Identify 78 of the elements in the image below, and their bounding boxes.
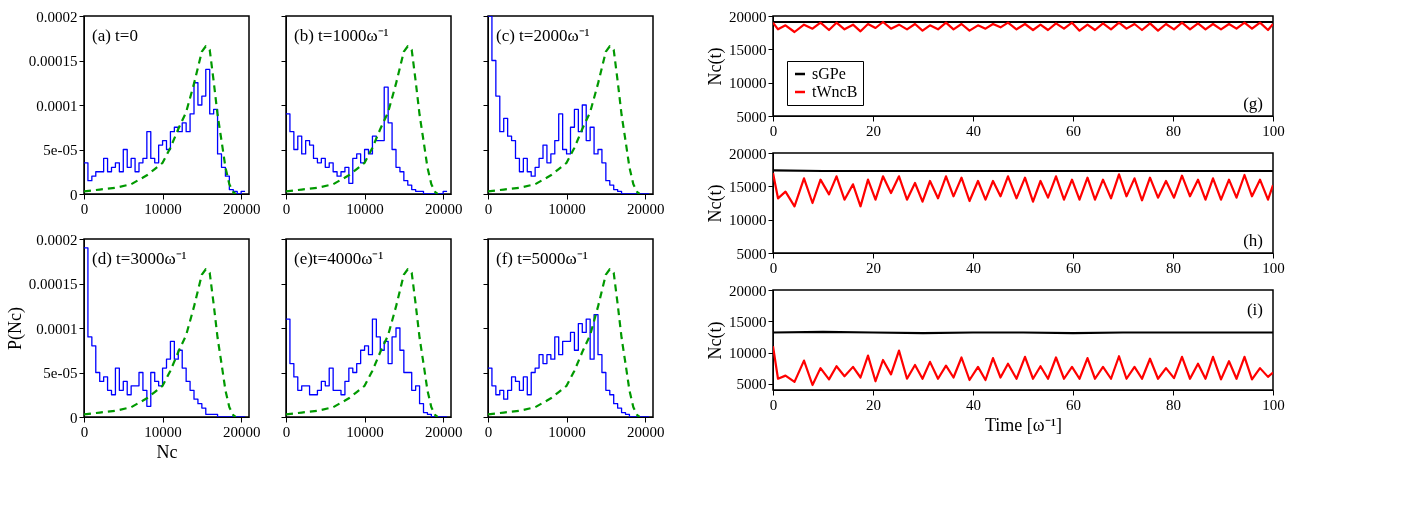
y-tick-label: 0 (70, 409, 78, 426)
line-series (773, 345, 1273, 387)
annotation: (h) (1243, 231, 1263, 250)
y-tick-label: 0.00015 (28, 53, 78, 69)
x-tick-label: 20 (866, 122, 881, 139)
x-tick-label: 10000 (548, 200, 586, 217)
x-tick-label: 100 (1262, 122, 1285, 139)
x-axis-title: Nc (156, 441, 178, 462)
y-axis-title: P(Nc) (4, 307, 26, 350)
annotation: (e)t=4000ω⁻¹ (294, 249, 384, 268)
annotation: (d) t=3000ω⁻¹ (92, 249, 187, 268)
x-tick-label: 60 (1066, 122, 1081, 139)
y-tick-label: 0.0002 (36, 8, 78, 25)
y-tick-label: 10000 (729, 212, 767, 229)
x-tick-label: 20000 (626, 200, 665, 217)
x-tick-label: 20 (866, 396, 881, 413)
x-tick-label: 0 (484, 200, 493, 217)
x-tick-label: 10000 (548, 423, 586, 440)
x-axis-title: Time [ω⁻¹] (984, 414, 1063, 435)
y-tick-label: 15000 (729, 178, 767, 195)
y-tick-label: 0.0001 (36, 320, 78, 337)
y-axis-title: Nc(t) (705, 47, 726, 86)
y-tick-label: 10000 (729, 75, 767, 92)
x-tick-label: 10000 (346, 423, 384, 440)
x-tick-label: 0 (484, 423, 493, 440)
y-tick-label: 10000 (729, 345, 767, 361)
x-tick-label: 0 (769, 122, 778, 139)
y-tick-label: 5e-05 (43, 142, 78, 158)
y-tick-label: 15000 (729, 41, 767, 58)
y-tick-label: 20000 (729, 282, 767, 299)
x-tick-label: 100 (1262, 396, 1285, 413)
y-tick-label: 20000 (729, 145, 767, 162)
annotation: (i) (1246, 300, 1263, 319)
x-tick-label: 0 (282, 200, 291, 217)
x-tick-label: 20000 (424, 423, 463, 440)
x-tick-label: 40 (966, 122, 981, 139)
y-tick-label: 5e-05 (43, 365, 78, 381)
line-series (84, 268, 237, 417)
y-tick-label: 0.0001 (36, 97, 78, 114)
legend-label: tWncB (812, 83, 858, 100)
y-tick-label: 5000 (736, 245, 767, 262)
y-tick-label: 15000 (729, 313, 767, 330)
y-tick-label: 5000 (736, 376, 767, 393)
line-series (84, 45, 237, 194)
annotation: (g) (1243, 94, 1263, 113)
y-tick-label: 0.0002 (36, 231, 78, 248)
x-tick-label: 40 (966, 259, 981, 276)
x-tick-label: 10000 (144, 200, 182, 217)
y-tick-label: 20000 (729, 8, 767, 25)
x-tick-label: 80 (1166, 122, 1181, 139)
x-tick-label: 10000 (346, 200, 384, 217)
annotation: (c) t=2000ω⁻¹ (496, 26, 590, 45)
annotation: (a) t=0 (92, 26, 138, 45)
y-tick-label: 5000 (736, 108, 767, 125)
x-tick-label: 60 (1066, 259, 1081, 276)
y-axis-title: Nc(t) (705, 184, 726, 223)
x-tick-label: 20000 (424, 200, 463, 217)
x-tick-label: 40 (966, 396, 981, 413)
x-tick-label: 20000 (222, 423, 261, 440)
x-tick-label: 100 (1262, 259, 1285, 276)
y-axis-title: Nc(t) (705, 321, 726, 360)
y-tick-label: 0 (70, 186, 78, 203)
x-tick-label: 20 (866, 259, 881, 276)
x-tick-label: 0 (282, 423, 291, 440)
line-series (773, 20, 1273, 34)
x-tick-label: 60 (1066, 396, 1081, 413)
x-tick-label: 10000 (144, 423, 182, 440)
x-tick-label: 20000 (222, 200, 261, 217)
x-tick-label: 20000 (626, 423, 665, 440)
annotation: (f) t=5000ω⁻¹ (496, 249, 588, 268)
x-tick-label: 0 (769, 259, 778, 276)
y-tick-label: 0.00015 (28, 276, 78, 292)
line-series (773, 171, 1273, 208)
annotation: (b) t=1000ω⁻¹ (294, 26, 389, 45)
legend-label: sGPe (812, 65, 846, 82)
x-tick-label: 80 (1166, 259, 1181, 276)
x-tick-label: 0 (769, 396, 778, 413)
x-tick-label: 80 (1166, 396, 1181, 413)
